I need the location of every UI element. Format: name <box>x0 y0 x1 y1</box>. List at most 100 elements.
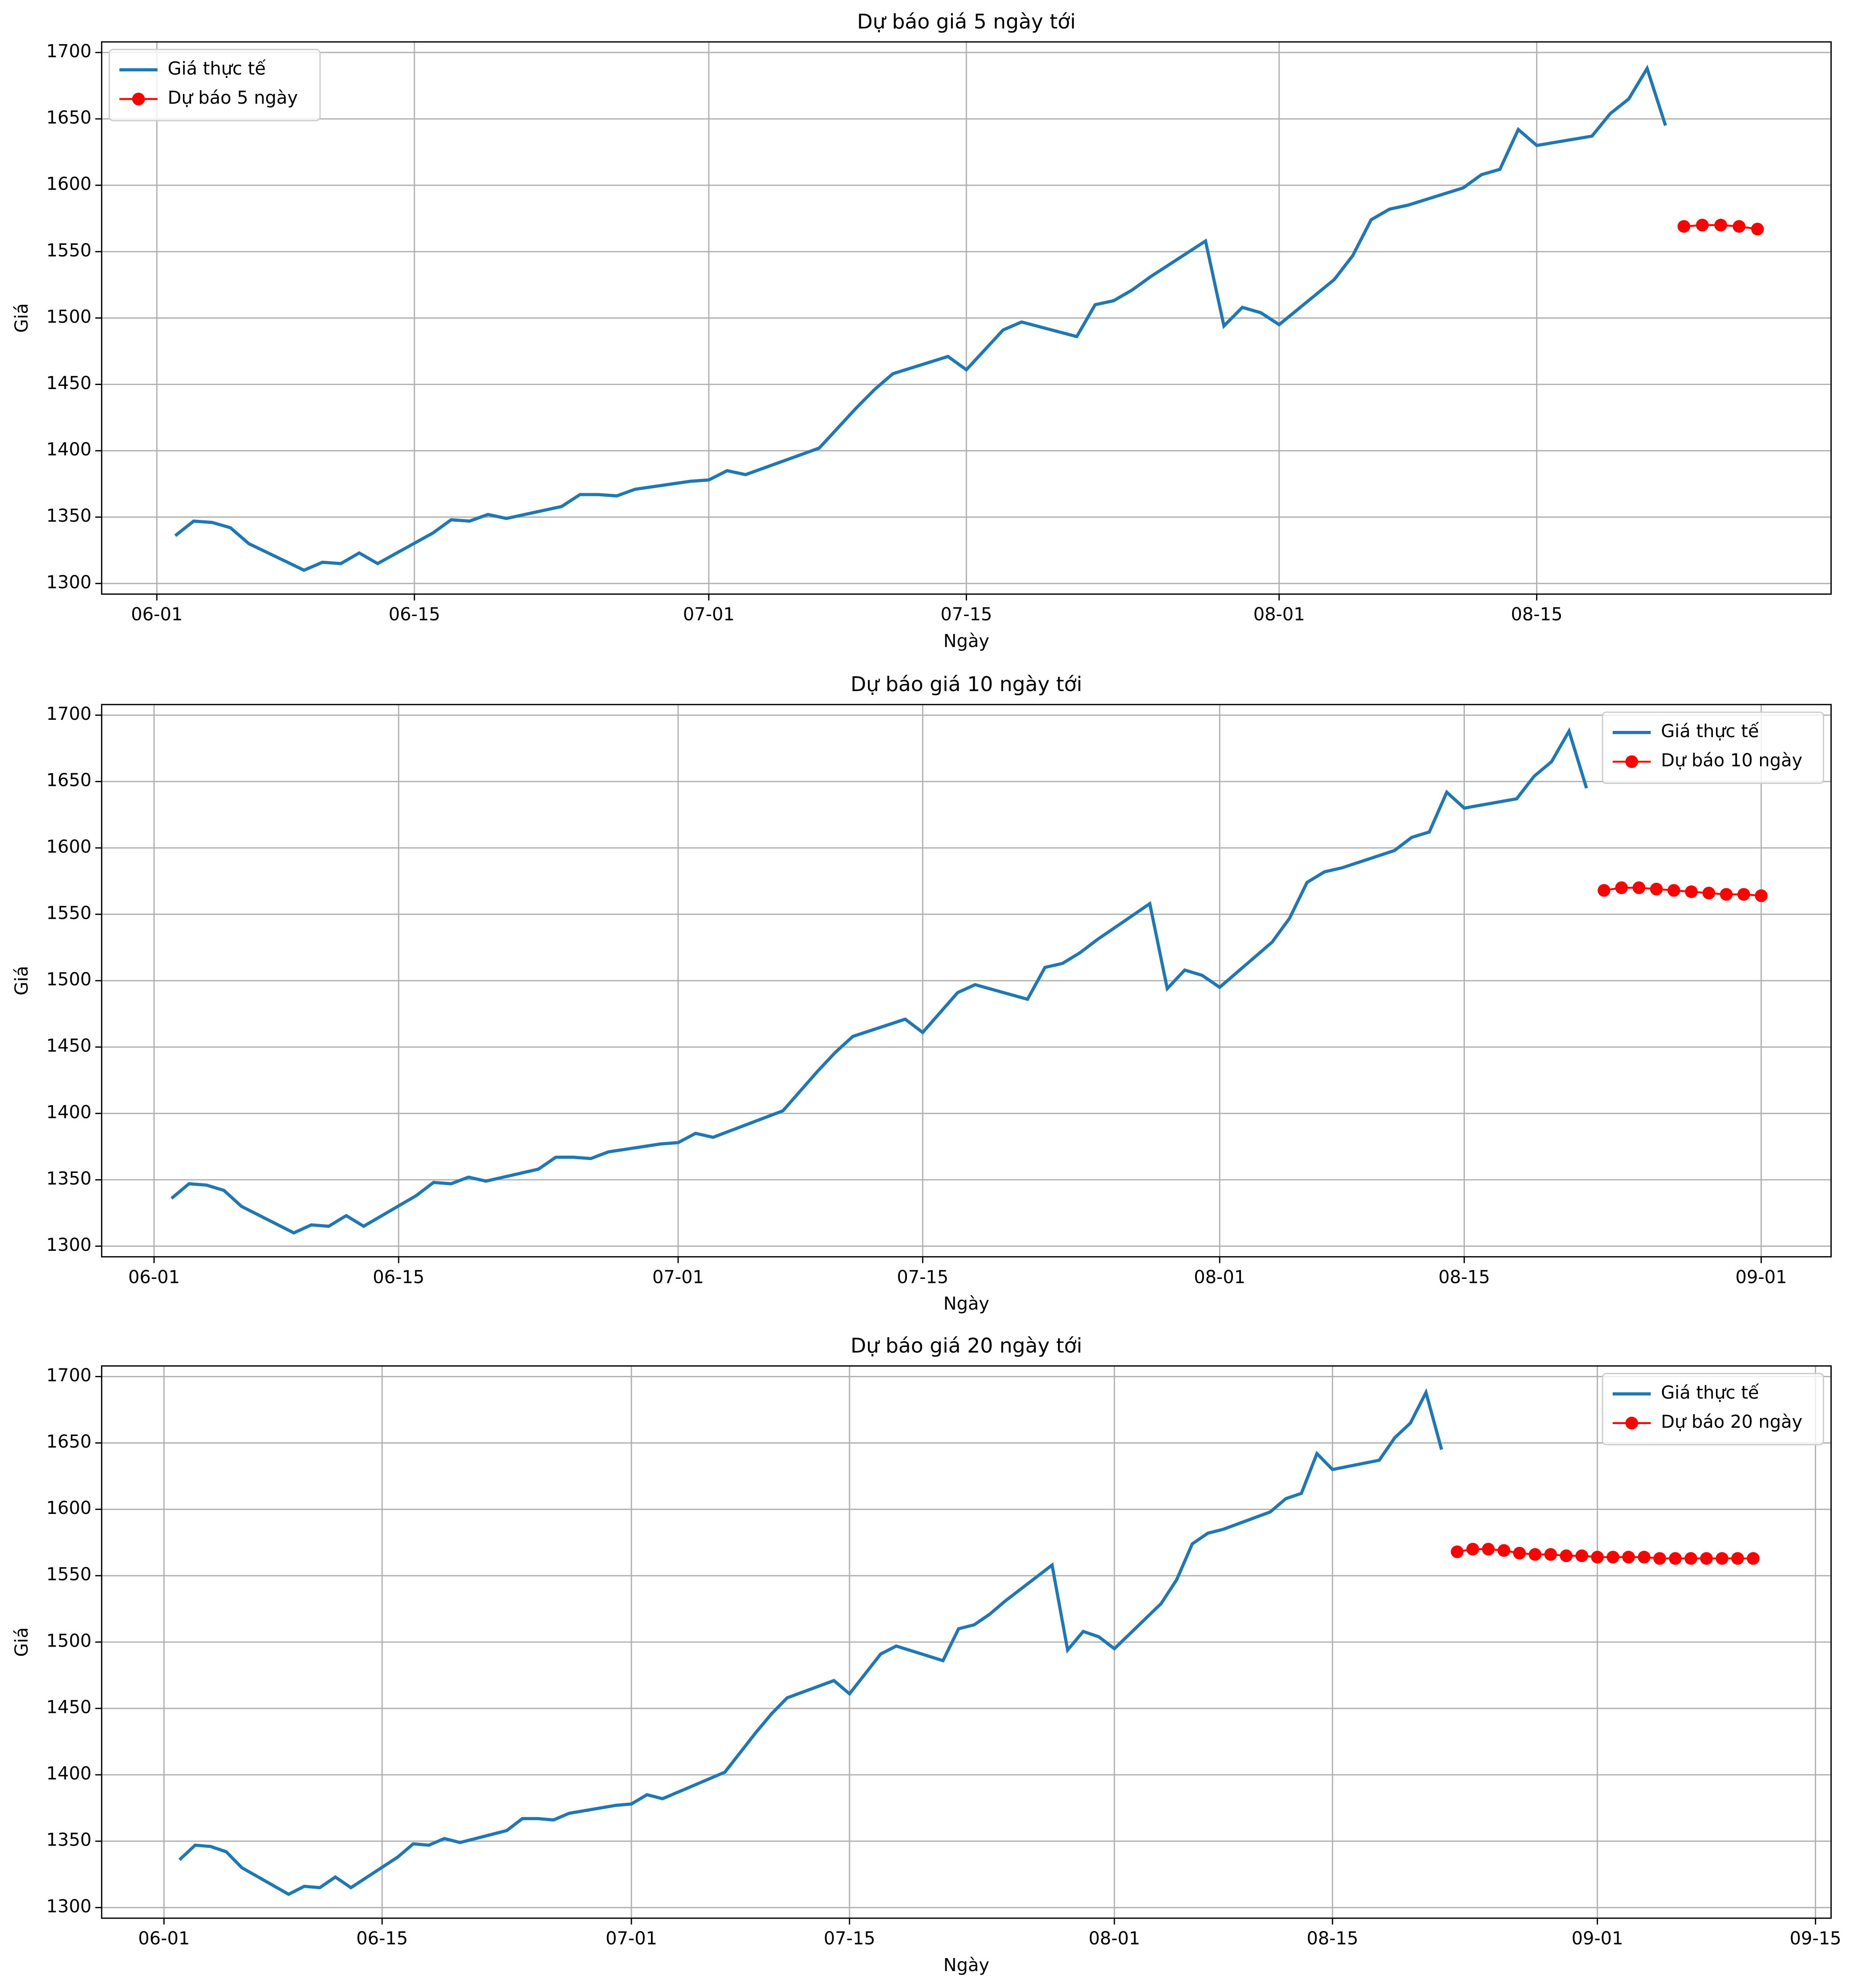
x-tick-label: 07-15 <box>940 605 992 625</box>
data-point <box>1696 219 1709 231</box>
y-tick-label: 1300 <box>46 1235 92 1255</box>
y-tick-label: 1500 <box>46 970 92 990</box>
x-tick-label: 08-15 <box>1307 1928 1358 1949</box>
y-tick-label: 1550 <box>46 903 92 923</box>
data-point <box>1731 1552 1744 1565</box>
data-point <box>1632 881 1646 894</box>
x-tick-label: 07-01 <box>652 1267 704 1287</box>
chart: Dự báo giá 5 ngày tới Ngày Giá 06-01 06-15 07… <box>12 10 1832 652</box>
y-tick-label: 1450 <box>46 1036 92 1056</box>
data-point <box>1653 1552 1666 1565</box>
series-line <box>1604 887 1761 897</box>
x-tick-label: 08-01 <box>1089 1928 1140 1949</box>
data-point <box>1513 1546 1526 1560</box>
x-tick-label: 07-15 <box>824 1928 875 1949</box>
y-tick-label: 1600 <box>46 1498 92 1518</box>
legend-box <box>1602 1373 1824 1445</box>
y-tick-label: 1350 <box>46 1830 92 1850</box>
y-tick-label: 1450 <box>46 373 92 394</box>
data-point <box>1466 1542 1479 1556</box>
x-tick-label: 06-01 <box>131 605 183 625</box>
data-point <box>1560 1549 1573 1562</box>
y-axis-label: Giá <box>12 966 32 995</box>
chart: Dự báo giá 20 ngày tới Ngày Giá 06-01 06-15 0… <box>12 1334 1842 1976</box>
data-point <box>1684 1552 1697 1565</box>
legend-box <box>1602 711 1824 784</box>
legend-marker <box>1625 755 1639 768</box>
data-point <box>1747 1552 1760 1565</box>
plot-frame <box>101 1365 1832 1919</box>
x-tick-label: 09-01 <box>1572 1928 1623 1949</box>
legend-label: Dự báo 5 ngày <box>168 88 298 108</box>
data-point <box>1677 220 1691 233</box>
legend: Giá thực tế Dự báo 5 ngày <box>108 49 321 122</box>
x-tick-label: 08-01 <box>1253 605 1305 625</box>
x-tick-label: 08-15 <box>1511 605 1562 625</box>
x-axis-label: Ngày <box>943 1294 989 1314</box>
x-tick-label: 06-01 <box>128 1267 180 1287</box>
y-tick-label: 1700 <box>46 1365 92 1386</box>
plot-frame <box>101 704 1832 1258</box>
y-tick-label: 1550 <box>46 1564 92 1585</box>
data-point <box>1685 885 1698 898</box>
x-tick-label: 07-01 <box>683 605 735 625</box>
data-point <box>1575 1549 1588 1562</box>
x-tick-label: 06-15 <box>356 1928 408 1949</box>
x-tick-label: 09-01 <box>1736 1267 1787 1287</box>
legend-marker <box>132 93 145 105</box>
data-point <box>1755 889 1768 902</box>
y-tick-label: 1700 <box>46 41 92 61</box>
x-tick-label: 06-15 <box>373 1267 424 1287</box>
legend: Giá thực tế Dự báo 10 ngày <box>1602 711 1824 784</box>
y-tick-label: 1550 <box>46 240 92 261</box>
y-tick-label: 1350 <box>46 506 92 526</box>
y-tick-label: 1300 <box>46 572 92 592</box>
y-tick-label: 1650 <box>46 108 92 128</box>
data-point <box>1497 1544 1510 1557</box>
data-point <box>1720 888 1733 901</box>
y-axis-label: Giá <box>12 303 32 333</box>
legend-label: Dự báo 10 ngày <box>1661 751 1802 771</box>
y-tick-label: 1650 <box>46 770 92 791</box>
chart-title: Dự báo giá 20 ngày tới <box>850 1334 1082 1357</box>
y-tick-label: 1600 <box>46 836 92 857</box>
data-point <box>1716 1552 1728 1565</box>
data-point <box>1606 1550 1619 1564</box>
x-tick-label: 07-15 <box>897 1267 948 1287</box>
y-tick-label: 1500 <box>46 1631 92 1651</box>
x-axis-label: Ngày <box>943 1955 989 1976</box>
y-tick-label: 1650 <box>46 1432 92 1452</box>
data-point <box>1732 220 1746 233</box>
legend-label: Giá thực tế <box>1661 721 1759 742</box>
data-point <box>1591 1550 1604 1564</box>
data-point <box>1714 219 1727 231</box>
legend-marker <box>1625 1416 1639 1430</box>
x-axis-label: Ngày <box>943 631 989 652</box>
data-point <box>1544 1548 1557 1561</box>
x-tick-label: 06-01 <box>138 1928 190 1949</box>
data-point <box>1669 1552 1682 1565</box>
y-tick-label: 1600 <box>46 174 92 195</box>
series-line <box>174 65 1667 572</box>
legend-label: Giá thực tế <box>1661 1383 1759 1403</box>
data-point <box>1598 884 1610 897</box>
x-tick-label: 07-01 <box>606 1928 657 1949</box>
y-tick-label: 1350 <box>46 1168 92 1189</box>
data-point <box>1702 886 1716 900</box>
series-line <box>170 727 1588 1235</box>
data-point <box>1622 1550 1635 1564</box>
legend-label: Giá thực tế <box>168 58 266 79</box>
y-tick-label: 1450 <box>46 1697 92 1717</box>
data-point <box>1529 1548 1541 1561</box>
y-tick-label: 1300 <box>46 1896 92 1917</box>
data-point <box>1650 883 1663 896</box>
legend-box <box>108 49 321 122</box>
x-tick-label: 06-15 <box>389 605 440 625</box>
x-tick-label: 08-15 <box>1439 1267 1490 1287</box>
y-tick-label: 1400 <box>46 1102 92 1123</box>
y-tick-label: 1700 <box>46 704 92 724</box>
chart-title: Dự báo giá 10 ngày tới <box>850 673 1082 696</box>
series-line <box>178 1388 1443 1896</box>
y-tick-label: 1500 <box>46 307 92 327</box>
data-point <box>1751 223 1764 235</box>
